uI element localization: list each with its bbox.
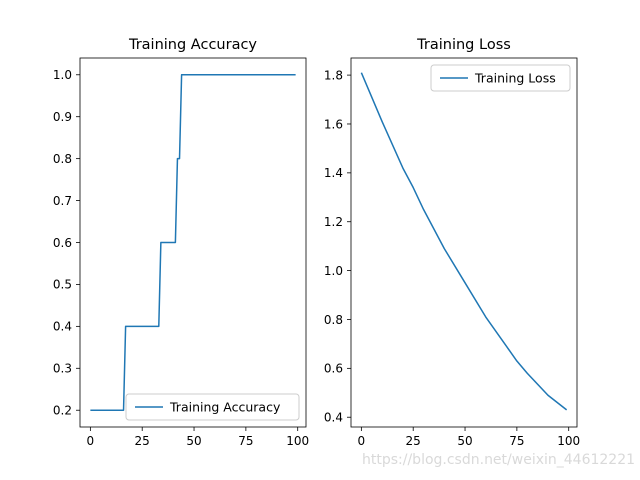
x-tick-label: 25 xyxy=(135,434,150,448)
x-tick-label: 0 xyxy=(358,434,366,448)
accuracy-chart: Training Accuracy 0 25 50 75 100 0.2 0.3 0.4 0.5 0… xyxy=(53,37,309,448)
x-tick-label: 0 xyxy=(87,434,95,448)
y-tick-label: 0.8 xyxy=(53,152,72,166)
x-tick-label: 25 xyxy=(406,434,421,448)
legend-box xyxy=(430,64,571,92)
series-line xyxy=(360,72,568,411)
y-tick-label: 0.5 xyxy=(53,278,72,292)
legend-box xyxy=(125,393,300,421)
plot-frame xyxy=(79,57,307,428)
y-tick-label: 1.8 xyxy=(324,68,343,82)
y-tick-label: 0.7 xyxy=(53,194,72,208)
y-tick-label: 0.6 xyxy=(324,362,343,376)
y-tick-label: 0.4 xyxy=(53,320,72,334)
y-tick-label: 0.8 xyxy=(324,313,343,327)
y-tick-label: 0.9 xyxy=(53,110,72,124)
y-tick-label: 0.4 xyxy=(324,411,343,425)
plot-frame xyxy=(350,57,578,428)
y-tick-label: 0.6 xyxy=(53,236,72,250)
x-tick-label: 50 xyxy=(457,434,472,448)
y-tick-label: 1.4 xyxy=(324,166,343,180)
chart-title: Training Accuracy xyxy=(128,37,257,53)
watermark: https://blog.csdn.net/weixin_44612221 xyxy=(362,452,636,468)
legend-label: Training Loss xyxy=(474,71,556,86)
y-tick-label: 1.0 xyxy=(324,264,343,278)
series-line xyxy=(90,74,296,411)
y-tick-label: 1.2 xyxy=(324,215,343,229)
x-tick-label: 50 xyxy=(186,434,201,448)
legend: Training Accuracy xyxy=(125,393,300,421)
y-tick-label: 1.6 xyxy=(324,117,343,131)
loss-chart: Training Loss 0 25 50 75 100 0.4 0.6 0.8 1.0 1.2 1.… xyxy=(324,37,580,448)
x-tick-label: 75 xyxy=(509,434,524,448)
legend-label: Training Accuracy xyxy=(169,400,281,415)
x-tick-label: 100 xyxy=(557,434,580,448)
y-tick-label: 1.0 xyxy=(53,68,72,82)
legend: Training Loss xyxy=(430,64,571,92)
y-tick-label: 0.2 xyxy=(53,404,72,418)
x-tick-label: 100 xyxy=(286,434,309,448)
y-tick-label: 0.3 xyxy=(53,362,72,376)
x-tick-label: 75 xyxy=(238,434,253,448)
chart-title: Training Loss xyxy=(416,37,511,53)
